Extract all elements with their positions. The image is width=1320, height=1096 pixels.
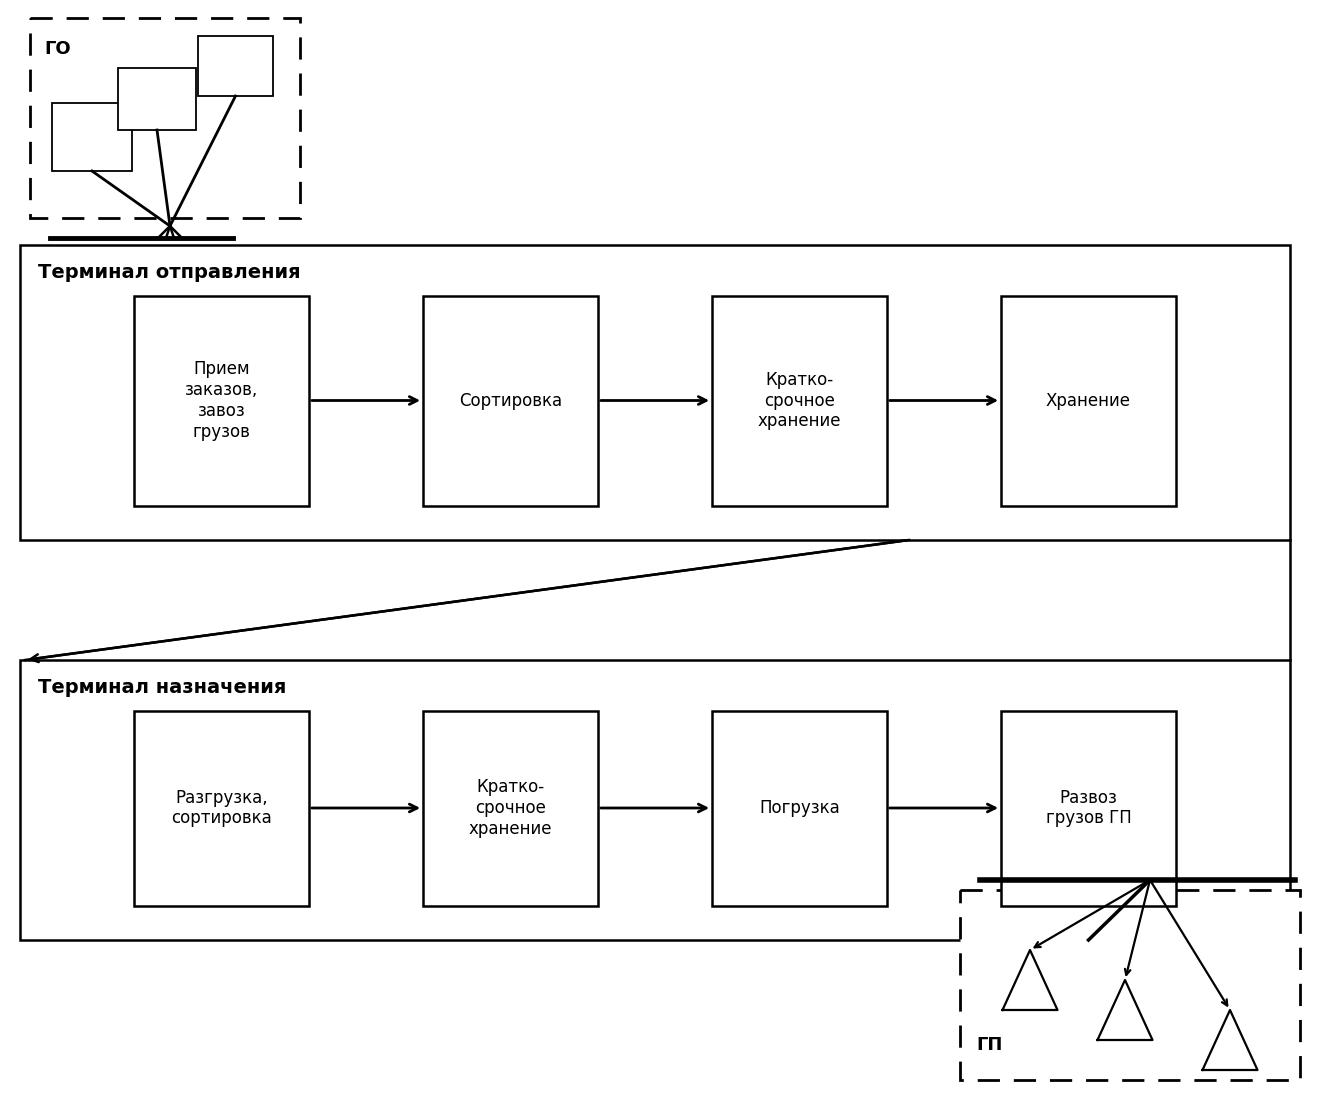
Text: Кратко-
срочное
хранение: Кратко- срочное хранение (469, 778, 552, 837)
Bar (51, 103, 132, 171)
Bar (117, 68, 195, 130)
Text: ГО: ГО (44, 39, 71, 58)
Bar (422, 296, 598, 505)
Text: Кратко-
срочное
хранение: Кратко- срочное хранение (758, 370, 841, 431)
Text: ГП: ГП (975, 1036, 1002, 1054)
Text: Разгрузка,
сортировка: Разгрузка, сортировка (172, 789, 272, 827)
Text: Терминал назначения: Терминал назначения (38, 678, 286, 697)
Bar (198, 36, 273, 96)
Text: Сортировка: Сортировка (459, 391, 562, 410)
Bar (20, 660, 1290, 940)
Bar (711, 710, 887, 905)
Bar (135, 710, 309, 905)
Bar (30, 18, 300, 218)
Bar (960, 890, 1300, 1080)
Text: Хранение: Хранение (1045, 391, 1131, 410)
Text: Терминал отправления: Терминал отправления (38, 263, 301, 282)
Text: Прием
заказов,
завоз
грузов: Прием заказов, завоз грузов (185, 361, 259, 441)
Bar (1001, 296, 1176, 505)
Bar (20, 246, 1290, 540)
Bar (711, 296, 887, 505)
Text: Погрузка: Погрузка (759, 799, 840, 817)
Bar (135, 296, 309, 505)
Bar (422, 710, 598, 905)
Bar (1001, 710, 1176, 905)
Text: Развоз
грузов ГП: Развоз грузов ГП (1045, 789, 1131, 827)
